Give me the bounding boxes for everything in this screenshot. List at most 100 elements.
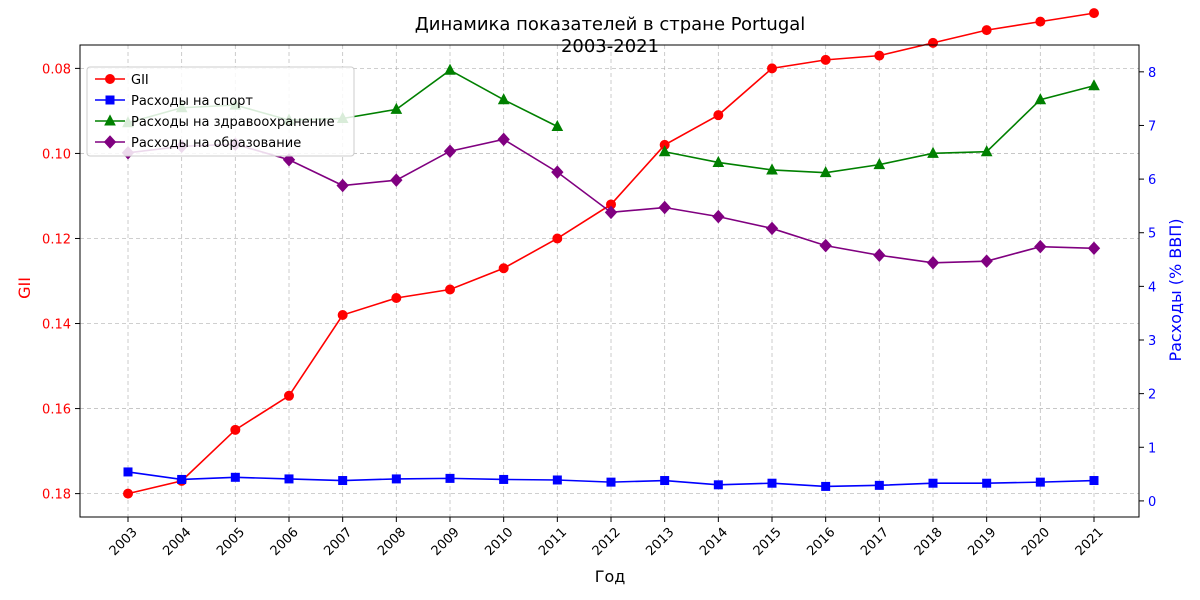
x-axis: 2003 2004 2005 2006 2007 2008 2009 2010 2011 2012… [107, 517, 1107, 559]
x-tick-label: 2004 [160, 525, 194, 559]
x-tick-label: 2018 [912, 525, 946, 559]
series-0-point [284, 390, 294, 401]
series-1-point [821, 481, 831, 491]
series-1-point [445, 473, 455, 483]
series-1-point [874, 480, 884, 490]
x-tick-label: 2019 [965, 525, 999, 559]
x-tick-label: 2017 [858, 525, 892, 559]
right-tick-label: 0 [1148, 495, 1156, 510]
right-tick-label: 1 [1148, 441, 1156, 456]
right-tick-label: 7 [1148, 119, 1156, 134]
chart-title: Динамика показателей в стране Portugal [415, 14, 806, 35]
legend-point [104, 114, 116, 126]
legend-label: Расходы на спорт [131, 94, 253, 109]
series-3-point [819, 238, 832, 253]
series-2-point [766, 163, 778, 175]
legend-label: Расходы на образование [131, 136, 301, 151]
series-3-point [980, 254, 993, 268]
series-2-point [390, 102, 403, 114]
plot-frame [79, 44, 1140, 518]
series-1-point [713, 480, 723, 490]
x-tick-label: 2021 [1073, 525, 1107, 559]
legend-item: Расходы на спорт [95, 94, 253, 109]
legend-label: Расходы на здравоохранение [131, 115, 335, 130]
right-axis-title: Расходы (% ВВП) [1166, 218, 1185, 361]
series-2-point [497, 93, 510, 105]
x-tick-label: 2009 [429, 525, 463, 559]
series-2-point [658, 145, 671, 157]
series-3-point [282, 153, 296, 167]
x-tick-label: 2010 [482, 525, 516, 559]
legend-item: GII [95, 73, 149, 88]
legend-point [105, 74, 115, 84]
series-1-point [177, 474, 187, 484]
right-tick-label: 4 [1148, 280, 1156, 295]
x-tick-label: 2005 [214, 525, 248, 559]
series-1-point [767, 478, 777, 488]
x-axis-title: Год [595, 567, 626, 586]
series-2-point [444, 63, 456, 75]
series-1-point [606, 477, 616, 487]
series-0-point [337, 310, 348, 321]
series-0-point [981, 25, 992, 36]
x-tick-label: 2020 [1019, 525, 1053, 559]
series-3-point [1034, 239, 1047, 254]
series-1-point [391, 474, 401, 484]
series-3-point [926, 256, 940, 270]
legend-point [103, 135, 117, 149]
series-1-point [123, 467, 133, 477]
series-0-point [552, 233, 563, 244]
right-tick-label: 2 [1148, 388, 1156, 403]
series-3-point [658, 200, 671, 215]
series-2-point [927, 146, 939, 158]
x-tick-label: 2011 [536, 525, 570, 559]
left-tick-label: 0.08 [42, 62, 71, 77]
series-0-point [713, 110, 724, 121]
series-3-point [390, 173, 403, 187]
series-3-point [712, 209, 725, 224]
series-3-point [1087, 241, 1101, 256]
series-2-point [819, 166, 832, 178]
x-tick-label: 2008 [375, 525, 409, 559]
series-1 [123, 467, 1099, 491]
x-tick-label: 2013 [643, 525, 677, 559]
series-3-point [443, 144, 457, 158]
left-axis-title: GII [15, 277, 34, 299]
series-3-point [765, 221, 779, 236]
legend-item: Расходы на здравоохранение [95, 114, 335, 130]
series-0-point [1089, 8, 1099, 19]
series-1-point [552, 475, 562, 485]
x-tick-label: 2003 [107, 525, 141, 559]
series-1-point [284, 474, 294, 484]
legend-item: Расходы на образование [95, 135, 301, 151]
series-0-point [123, 488, 133, 499]
x-tick-label: 2015 [751, 525, 785, 559]
right-tick-label: 6 [1148, 173, 1156, 188]
legend-label: GII [131, 73, 149, 88]
series-3-point [551, 165, 564, 179]
left-tick-label: 0.16 [42, 403, 71, 418]
right-tick-label: 5 [1148, 227, 1156, 242]
left-tick-label: 0.12 [42, 232, 71, 247]
left-tick-label: 0.18 [42, 488, 71, 503]
series-0-point [767, 63, 777, 74]
series-2-point [873, 158, 886, 170]
series-2-point [1088, 79, 1100, 91]
series-1-point [660, 476, 670, 486]
right-tick-label: 3 [1148, 334, 1156, 349]
series-3-point [497, 132, 510, 147]
series-0-point [445, 284, 455, 295]
series-2-point [551, 119, 564, 132]
x-tick-label: 2012 [590, 525, 624, 559]
series-0-point [391, 293, 402, 304]
left-tick-label: 0.10 [42, 147, 71, 162]
left-tick-label: 0.14 [42, 318, 71, 333]
series-2-point [980, 145, 993, 157]
series-0-point [874, 50, 885, 61]
legend-box [86, 66, 355, 157]
legend-point [105, 95, 115, 105]
x-tick-label: 2006 [268, 525, 302, 559]
series-1-point [499, 474, 509, 484]
x-tick-label: 2016 [804, 525, 838, 559]
